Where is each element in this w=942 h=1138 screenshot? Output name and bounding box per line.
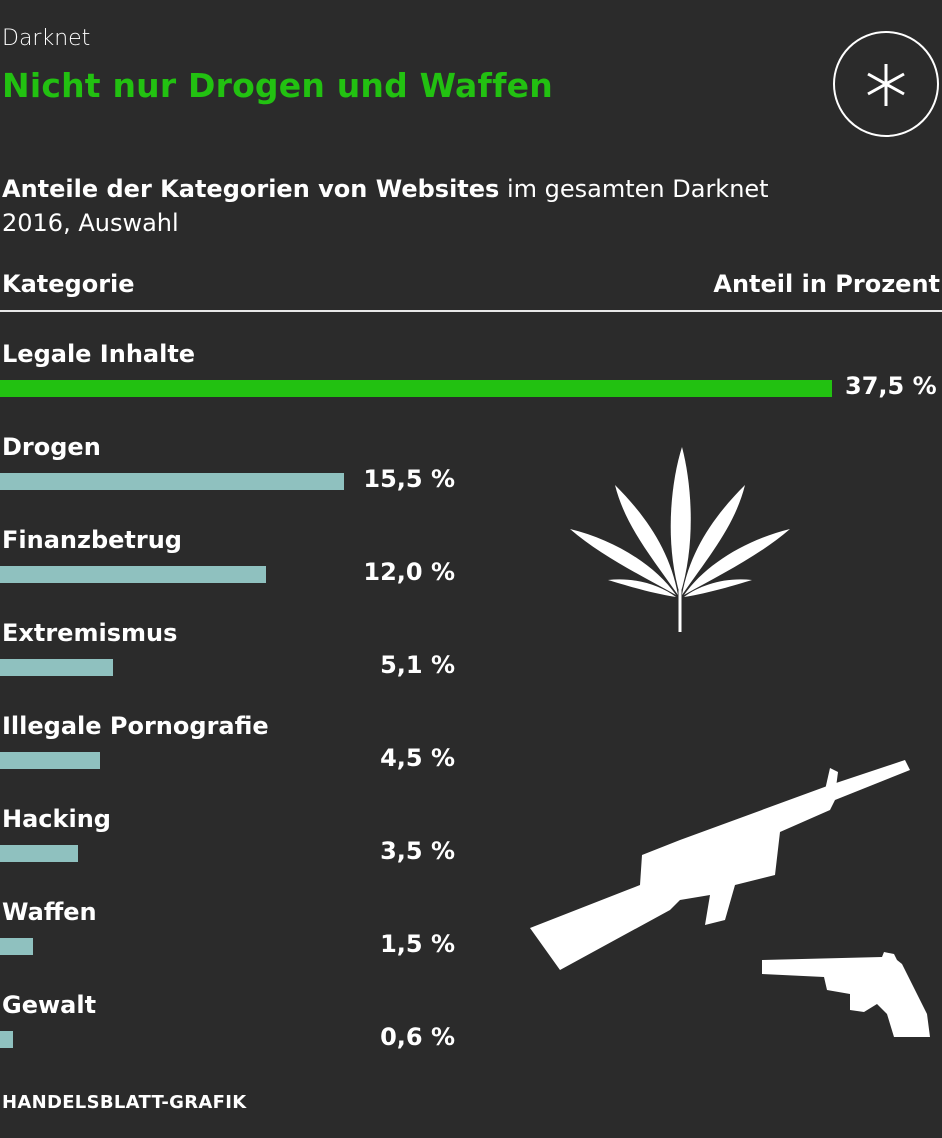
bar [0,659,114,676]
asterisk-circle-icon [833,31,939,137]
value-label: 0,6 % [380,1023,455,1051]
subtitle-bold: Anteile der Kategorien von Websites [2,175,500,203]
cannabis-leaf-icon [570,447,790,632]
source-credit: HANDELSBLATT-GRAFIK [2,1092,247,1113]
category-label: Finanzbetrug [2,526,182,554]
value-label: 12,0 % [363,558,455,586]
subtitle: Anteile der Kategorien von Websites im g… [2,172,822,240]
category-label: Drogen [2,433,101,461]
revolver-icon [762,952,930,1037]
value-label: 1,5 % [380,930,455,958]
bar [0,938,34,955]
chart-title: Nicht nur Drogen und Waffen [2,66,553,105]
value-label: 3,5 % [380,837,455,865]
category-label: Legale Inhalte [2,340,196,368]
category-label: Extremismus [2,619,178,647]
kicker: Darknet [2,26,91,51]
bar [0,473,344,490]
bar [0,752,100,769]
divider [0,310,942,312]
subtitle-rest: im gesamten Darknet 2016, Auswahl [2,175,769,237]
bar [0,566,267,583]
value-label: 15,5 % [363,465,455,493]
column-header-category: Kategorie [2,270,135,298]
category-label: Waffen [2,898,97,926]
value-label: 37,5 % [845,372,937,400]
value-label: 4,5 % [380,744,455,772]
column-header-share: Anteil in Prozent [713,270,940,298]
rifle-icon [530,760,910,970]
category-label: Illegale Pornografie [2,712,269,740]
value-label: 5,1 % [380,651,455,679]
category-label: Gewalt [2,991,97,1019]
category-label: Hacking [2,805,111,833]
bar [0,1031,14,1048]
bar-highlight [0,380,832,397]
bar [0,845,78,862]
